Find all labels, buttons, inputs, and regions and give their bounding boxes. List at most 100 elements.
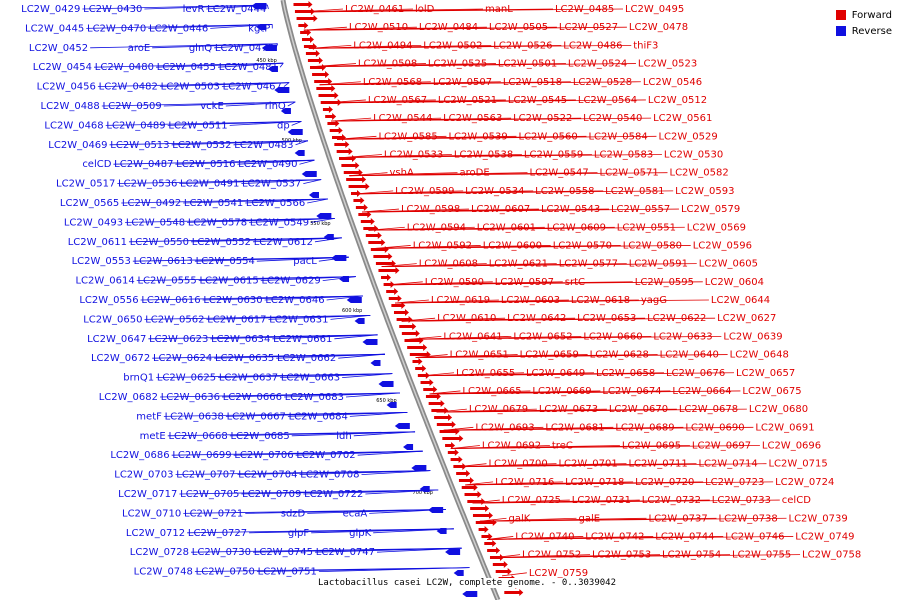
forward-feature-arrow	[296, 15, 318, 22]
forward-feature-arrow	[343, 169, 363, 176]
leader-line	[299, 159, 315, 165]
gene-label: LC2W_0456	[37, 82, 96, 93]
gene-label: LC2W_0749	[795, 531, 854, 542]
leader-line	[171, 140, 308, 146]
forward-feature-arrow	[401, 330, 420, 337]
leader-line	[221, 82, 290, 87]
leader-line	[338, 353, 385, 359]
gene-label: metE	[140, 431, 166, 442]
legend-reverse-label: Reverse	[851, 25, 892, 37]
reverse-feature-arrow	[362, 339, 378, 345]
gene-label: treC	[552, 441, 573, 452]
scale-tick-label: 600 kbp	[342, 308, 362, 314]
forward-strand-labels: LC2W_0461 lolD manL LC2W_0485 LC2W_0495LC2W_…	[299, 4, 861, 579]
leader-line	[148, 24, 273, 29]
gene-label: LC2W_0493	[64, 217, 123, 228]
leader-line	[429, 390, 741, 395]
forward-feature-arrow	[298, 22, 309, 29]
leader-line	[291, 431, 416, 437]
forward-feature-arrow	[339, 155, 357, 162]
gene-label: LC2W_0706	[234, 450, 293, 461]
leader-line	[295, 450, 423, 456]
leader-line	[502, 572, 527, 577]
reverse-feature-arrow	[394, 423, 410, 429]
leader-line	[325, 99, 646, 104]
gene-label: LC2W_0579	[681, 204, 740, 215]
forward-swatch	[835, 10, 846, 20]
leader-line	[187, 218, 335, 223]
leader-line	[241, 179, 322, 184]
gene-label: LC2W_0730	[192, 547, 251, 558]
leader-line	[279, 62, 284, 68]
gene-label: lolD	[415, 4, 435, 15]
gene-label: LC2W_0625	[157, 373, 216, 384]
forward-feature-arrow	[464, 491, 482, 498]
gene-label: LC2W_0685	[230, 431, 289, 442]
gene-label: LC2W_0483	[234, 140, 293, 151]
gene-label: LC2W_0699	[172, 450, 231, 461]
leader-line	[314, 63, 636, 67]
gene-label: LC2W_0691	[755, 422, 814, 433]
leader-line	[272, 334, 378, 340]
leader-line	[319, 81, 641, 86]
gene-label: LC2W_0529	[658, 131, 717, 142]
reverse-feature-arrow	[346, 297, 362, 303]
gene-label: LC2W_0567	[368, 95, 427, 106]
gene-label: LC2W_0619	[431, 295, 490, 306]
gene-label: rinQ	[265, 101, 286, 112]
leader-line	[487, 536, 794, 540]
backbone-highlight	[282, 0, 499, 600]
gene-label: LC2W_0615	[199, 276, 258, 287]
gene-label: LC2W_0747	[316, 547, 375, 558]
leader-line	[318, 567, 470, 572]
leader-line	[252, 237, 342, 243]
gene-label: LC2W_0511	[168, 120, 227, 131]
gene-label: LC2W_0705	[180, 489, 239, 500]
forward-feature-arrow	[415, 365, 427, 372]
forward-feature-arrow	[334, 141, 350, 148]
gene-label: LC2W_0495	[625, 4, 684, 15]
gene-label: LC2W_0716	[495, 477, 554, 488]
leader-line	[388, 281, 703, 286]
gene-label: LC2W_0553	[72, 256, 131, 267]
gene-label: LC2W_0641	[443, 331, 502, 342]
forward-feature-arrow	[348, 183, 370, 190]
gene-label: LC2W_0634	[211, 334, 270, 345]
leader-line	[295, 140, 309, 146]
leader-line	[342, 373, 393, 378]
gene-label: LC2W_0631	[269, 314, 328, 325]
gene-label: LC2W_0740	[515, 531, 574, 542]
gene-label: LC2W_0751	[258, 567, 317, 578]
gene-label: LC2W_0666	[223, 392, 282, 403]
gene-label: LC2W_0569	[687, 222, 746, 233]
gene-label: LC2W_0661	[273, 334, 332, 345]
gene-label: LC2W_0692	[482, 441, 541, 452]
leader-line	[225, 101, 296, 107]
reverse-feature-arrow	[267, 66, 278, 72]
leader-line	[408, 335, 722, 340]
leader-line	[458, 463, 767, 468]
gene-label: LC2W_0461	[345, 4, 404, 15]
gene-label: LC2W_0650	[83, 314, 142, 325]
gene-label: LC2W_0582	[670, 168, 729, 179]
gene-label: LC2W_0592	[413, 240, 472, 251]
leader-line	[465, 481, 774, 486]
gene-label: LC2W_0510	[349, 22, 408, 33]
legend-reverse: Reverse	[835, 23, 892, 39]
gene-label: LC2W_0608	[419, 259, 478, 270]
gene-label: LC2W_0596	[693, 240, 752, 251]
leader-line	[315, 547, 462, 553]
gene-label: LC2W_0614	[75, 276, 134, 287]
gene-label: LC2W_0637	[219, 373, 278, 384]
gene-label: LC2W_0503	[161, 82, 220, 93]
forward-feature-arrow	[450, 456, 463, 463]
gene-label: LC2W_0715	[768, 459, 827, 470]
forward-feature-arrow	[404, 337, 424, 344]
forward-feature-arrow	[467, 498, 486, 505]
gene-label: LC2W_0655	[456, 368, 515, 379]
gene-label: LC2W_0585	[378, 131, 437, 142]
gene-label: LC2W_0546	[643, 77, 702, 88]
gene-label: LC2W_0568	[363, 77, 422, 88]
gene-label: LC2W_0617	[207, 314, 266, 325]
gene-label: LC2W_0554	[196, 256, 255, 267]
